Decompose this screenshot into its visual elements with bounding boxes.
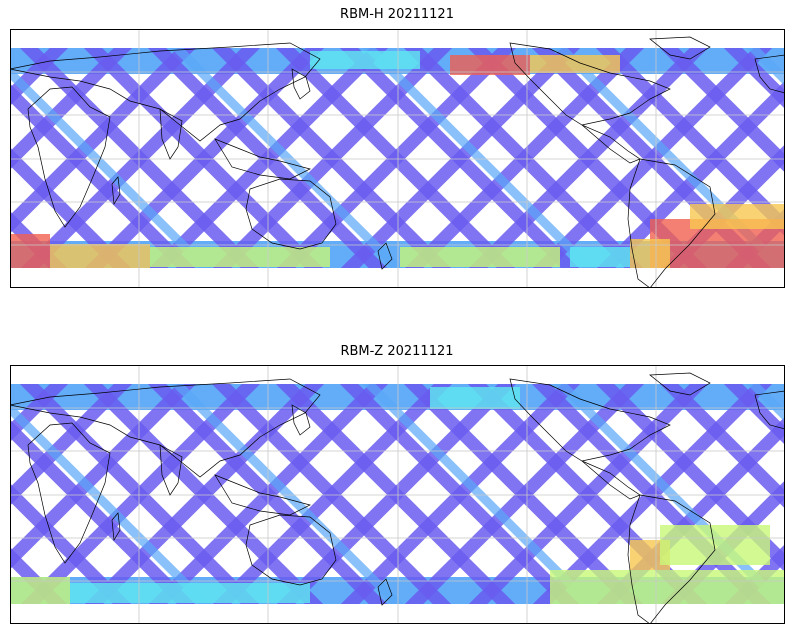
map-frame bbox=[10, 29, 785, 288]
coastline bbox=[111, 512, 121, 542]
elevated-region bbox=[430, 387, 520, 409]
swath-layer bbox=[10, 48, 785, 268]
no-data-south bbox=[10, 604, 785, 624]
coastline bbox=[754, 390, 785, 430]
coastlines bbox=[10, 36, 785, 288]
coastline bbox=[627, 494, 716, 624]
coastline bbox=[291, 404, 311, 436]
elevated-region bbox=[630, 239, 670, 268]
coastline bbox=[627, 158, 716, 288]
coastline bbox=[159, 444, 183, 496]
coastline bbox=[159, 108, 183, 160]
elevated-region bbox=[570, 247, 630, 267]
coastline bbox=[754, 54, 785, 94]
map-frame bbox=[10, 365, 785, 624]
elevated-region bbox=[310, 51, 420, 69]
elevated-region bbox=[50, 244, 150, 268]
coastline bbox=[509, 378, 671, 462]
coastline bbox=[377, 578, 393, 606]
coastline bbox=[509, 42, 671, 126]
elevated-region bbox=[10, 234, 50, 268]
coastline bbox=[27, 86, 111, 228]
elevated-region bbox=[10, 577, 70, 604]
panel-title-rbm-h: RBM-H 20211121 bbox=[340, 7, 454, 22]
panel-title-rbm-z: RBM-Z 20211121 bbox=[340, 344, 454, 359]
elevated-region bbox=[550, 570, 785, 604]
coastline bbox=[649, 372, 711, 396]
no-data-north bbox=[10, 29, 785, 48]
elevated-region bbox=[690, 204, 785, 229]
coastline bbox=[245, 178, 337, 250]
coastlines bbox=[10, 372, 785, 624]
elevated-region bbox=[660, 525, 770, 565]
coastline bbox=[377, 242, 393, 270]
map-panel-rbm-h bbox=[10, 29, 785, 288]
graticule bbox=[10, 365, 785, 624]
coastline bbox=[10, 378, 321, 478]
elevated-region bbox=[150, 247, 330, 267]
no-data-south bbox=[10, 268, 785, 288]
coastline bbox=[245, 514, 337, 586]
elevated-region bbox=[400, 247, 560, 267]
coastline bbox=[214, 138, 311, 180]
elevated-region bbox=[530, 55, 620, 73]
coastline bbox=[291, 68, 311, 100]
coastline bbox=[27, 422, 111, 564]
coastline bbox=[10, 42, 321, 142]
elevated-region bbox=[70, 583, 310, 603]
swath-layer bbox=[10, 384, 785, 604]
no-data-north bbox=[10, 365, 785, 384]
coastline bbox=[214, 474, 311, 516]
map-panel-rbm-z bbox=[10, 365, 785, 624]
coastline bbox=[111, 176, 121, 206]
coastline bbox=[649, 36, 711, 60]
elevated-region bbox=[450, 55, 530, 75]
